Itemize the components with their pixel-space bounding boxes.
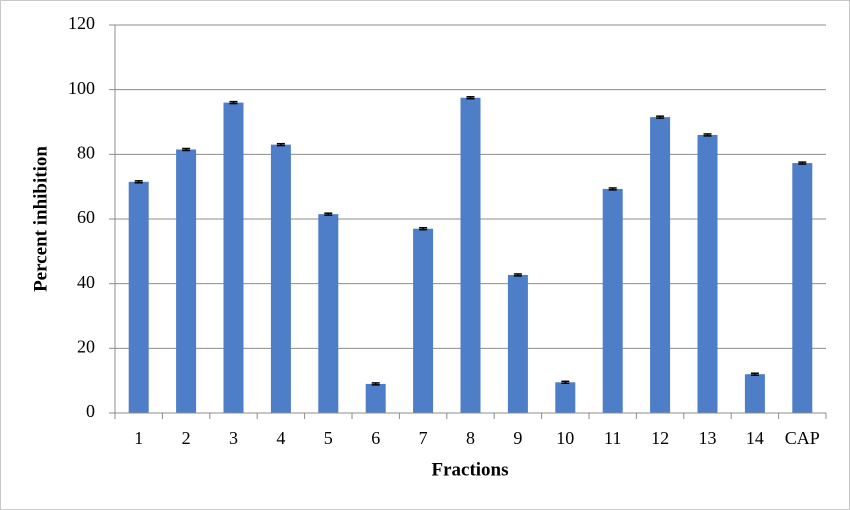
bar (413, 228, 434, 413)
y-tick-label: 40 (77, 272, 95, 292)
bar (270, 144, 291, 413)
bar (460, 97, 481, 413)
x-tick-label: CAP (785, 428, 820, 448)
bar (128, 181, 149, 413)
y-tick-label: 60 (77, 207, 95, 227)
bar (697, 134, 718, 413)
error-bar (656, 115, 665, 119)
x-tick-label: 3 (229, 428, 238, 448)
bar (365, 383, 386, 413)
x-tick-label: 14 (746, 428, 764, 448)
error-bar (229, 100, 238, 105)
error-bar (703, 133, 712, 137)
bar (744, 374, 765, 413)
error-bar (182, 147, 191, 152)
error-bar (276, 142, 285, 147)
error-bar (134, 180, 143, 184)
error-bar (371, 382, 380, 386)
x-tick-label: 11 (604, 428, 621, 448)
x-tick-label: 13 (699, 428, 717, 448)
y-tick-label: 20 (77, 336, 95, 356)
error-bar (466, 96, 475, 100)
error-bar (561, 380, 570, 385)
error-bar (419, 226, 428, 231)
error-bar (750, 372, 759, 376)
error-bar (608, 187, 617, 191)
error-bar (324, 212, 333, 216)
y-tick-label: 80 (77, 142, 95, 162)
x-tick-label: 5 (324, 428, 333, 448)
y-axis-title: Percent inhibition (30, 146, 51, 292)
bar (792, 163, 813, 413)
bar (555, 382, 576, 413)
bar (318, 214, 339, 413)
x-tick-label: 4 (276, 428, 285, 448)
x-tick-label: 6 (371, 428, 380, 448)
y-tick-label: 120 (68, 13, 95, 33)
bar (507, 274, 528, 413)
bar (176, 149, 197, 413)
x-tick-label: 7 (419, 428, 428, 448)
x-tick-label: 1 (134, 428, 143, 448)
error-bar (798, 161, 807, 165)
x-tick-label: 9 (513, 428, 522, 448)
x-tick-label: 2 (182, 428, 191, 448)
bar (650, 117, 671, 414)
x-axis-title: Fractions (431, 459, 508, 480)
x-tick-label: 12 (651, 428, 669, 448)
y-tick-label: 100 (68, 78, 95, 98)
y-tick-label: 0 (86, 401, 95, 421)
bar (602, 188, 623, 413)
x-tick-label: 10 (556, 428, 574, 448)
x-tick-label: 8 (466, 428, 475, 448)
error-bar (513, 273, 522, 277)
bar (223, 102, 244, 413)
